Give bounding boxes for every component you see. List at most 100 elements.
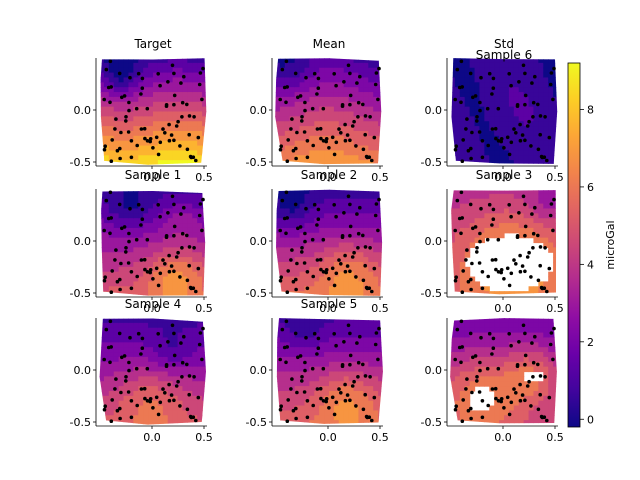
sample-point xyxy=(473,354,478,358)
sample-point xyxy=(139,92,143,96)
sample-point xyxy=(509,271,514,276)
sample-point xyxy=(156,412,161,417)
sample-point xyxy=(117,331,122,336)
sample-point xyxy=(337,127,341,131)
sample-point xyxy=(167,269,172,274)
y-tick-label: 0.0 xyxy=(250,104,268,117)
sample-point xyxy=(460,419,465,424)
sample-point xyxy=(102,357,106,362)
sample-point xyxy=(108,360,112,365)
sample-point xyxy=(305,139,310,143)
sample-point xyxy=(284,360,288,365)
panels-layer: 0.0 -0.5 0.0 0.5 Target 0.0 -0.5 0.0 0.5 Mean 0.0 -… xyxy=(70,37,564,444)
sample-point xyxy=(148,137,153,141)
sample-point xyxy=(356,115,360,119)
sample-point xyxy=(191,155,196,159)
sample-point xyxy=(291,408,296,413)
sample-point xyxy=(122,354,127,358)
sample-point xyxy=(302,130,307,134)
sample-point xyxy=(176,119,180,124)
scatter-points xyxy=(102,190,205,295)
sample-point xyxy=(361,407,366,412)
sample-point xyxy=(321,106,326,111)
sample-point xyxy=(477,390,482,394)
sample-point xyxy=(527,379,531,384)
sample-point xyxy=(161,258,165,262)
sample-point xyxy=(324,399,329,404)
sample-point xyxy=(148,139,152,144)
panel-sample1: 0.0 -0.5 0.0 0.5 Sample 1 xyxy=(70,168,213,315)
sample-point xyxy=(154,266,159,271)
sample-point xyxy=(496,237,501,242)
x-tick-label: 0.5 xyxy=(371,431,389,444)
sample-point xyxy=(311,274,316,279)
sample-point xyxy=(339,391,343,395)
sample-point xyxy=(551,97,555,102)
sample-point xyxy=(549,71,554,75)
sample-point xyxy=(134,106,139,111)
sample-point xyxy=(487,331,492,336)
sample-point xyxy=(127,368,131,373)
sample-point xyxy=(523,233,527,238)
sample-point xyxy=(348,269,352,274)
sample-point xyxy=(457,345,462,350)
sample-point xyxy=(499,399,504,404)
sample-point xyxy=(479,75,483,80)
sample-point xyxy=(523,93,528,98)
panel-title: Sample 5 xyxy=(301,297,357,311)
sample-point xyxy=(538,245,543,249)
sample-point xyxy=(166,80,170,84)
x-tick-label: 0.0 xyxy=(143,431,161,444)
sample-point xyxy=(120,355,124,360)
sample-point xyxy=(376,97,380,102)
sample-point xyxy=(346,323,351,328)
sample-point xyxy=(167,382,171,387)
sample-point xyxy=(332,72,337,76)
sample-point xyxy=(127,108,131,113)
sample-point xyxy=(509,400,514,405)
sample-point xyxy=(127,360,131,365)
sample-point xyxy=(108,59,113,64)
sample-point xyxy=(342,340,346,344)
panel-title: Sample 2 xyxy=(301,168,357,182)
sample-point xyxy=(140,207,145,212)
sample-point xyxy=(509,343,513,348)
sample-point xyxy=(551,357,555,362)
sample-point xyxy=(295,130,299,135)
sample-point xyxy=(549,331,554,335)
sample-point xyxy=(530,212,534,216)
sample-point xyxy=(169,393,174,397)
sample-point xyxy=(531,115,535,119)
sample-point xyxy=(367,286,372,291)
colorbar-tick-label: 4 xyxy=(587,258,594,271)
sample-point xyxy=(154,135,159,140)
sample-point xyxy=(192,375,196,379)
sample-point xyxy=(332,152,337,157)
sample-point xyxy=(507,152,512,157)
sample-point xyxy=(490,258,495,262)
sample-point xyxy=(115,279,120,284)
sample-point xyxy=(337,387,341,391)
sample-point xyxy=(185,278,190,283)
sample-point xyxy=(124,119,128,123)
sample-point xyxy=(539,154,544,159)
colorbar-tick-label: 2 xyxy=(587,336,594,349)
sample-point xyxy=(520,393,525,397)
sample-point xyxy=(296,226,300,231)
sample-point xyxy=(140,336,145,341)
sample-point xyxy=(124,250,128,254)
sample-point xyxy=(278,357,283,362)
sample-point xyxy=(319,267,323,272)
sample-point xyxy=(120,226,124,231)
sample-point xyxy=(355,341,359,345)
sample-point xyxy=(280,67,285,72)
sample-point xyxy=(545,158,549,163)
sample-point xyxy=(200,357,204,362)
sample-point xyxy=(182,334,186,339)
sample-point xyxy=(548,213,553,218)
sample-point xyxy=(124,379,128,383)
sample-point xyxy=(374,71,379,75)
sample-point xyxy=(316,207,321,212)
sample-point xyxy=(284,319,289,324)
sample-point xyxy=(304,75,308,80)
